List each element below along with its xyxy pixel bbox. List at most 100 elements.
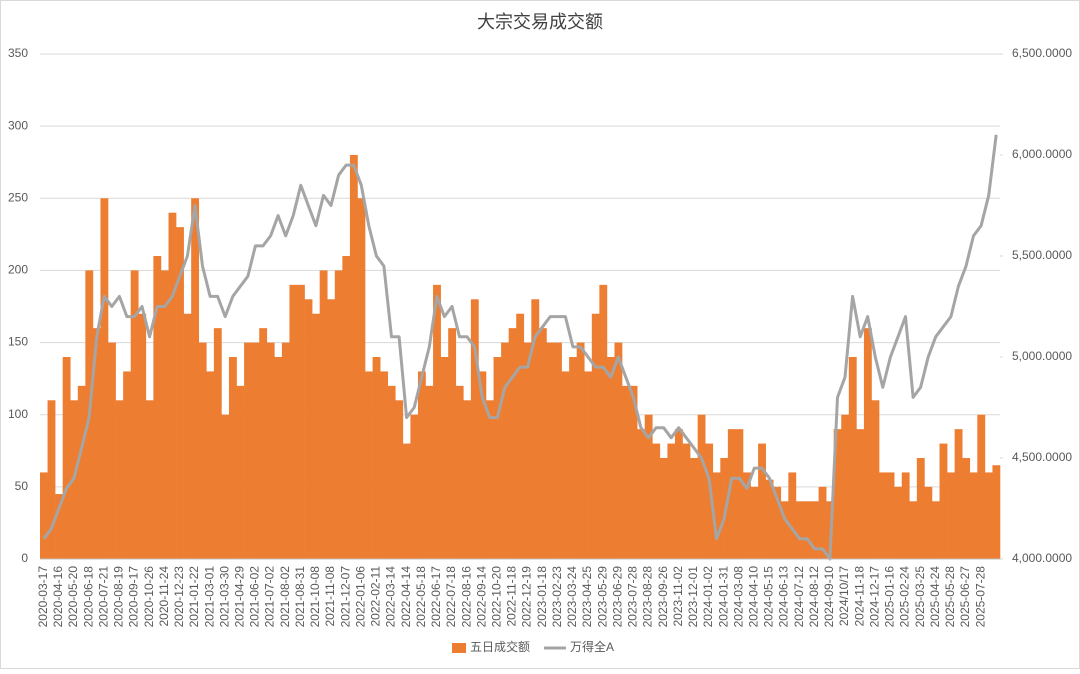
x-tick-label: 2020-07-21	[96, 566, 110, 628]
x-tick-label: 2020-04-16	[51, 566, 65, 628]
bar	[478, 371, 487, 559]
bar	[705, 443, 714, 559]
bar	[599, 284, 608, 559]
x-tick-label: 2023-12-01	[686, 566, 700, 628]
bar	[720, 458, 729, 559]
x-tick-label: 2020-09-17	[127, 566, 141, 628]
y2-tick-label: 5,000.0000	[1012, 349, 1072, 363]
bar	[508, 328, 517, 559]
bar	[538, 328, 547, 559]
x-tick-label: 2022-05-18	[414, 566, 428, 628]
bar	[470, 299, 479, 559]
x-tick-label: 2024-11-18	[852, 566, 866, 627]
bar	[342, 256, 351, 559]
y-tick-label: 300	[8, 118, 28, 132]
bar	[561, 371, 570, 559]
bar	[349, 155, 358, 559]
x-tick-label: 2020-11-24	[157, 566, 171, 627]
bar	[622, 385, 630, 559]
bar	[228, 357, 237, 559]
x-tick-label: 2021-07-02	[263, 566, 277, 628]
bar	[712, 472, 721, 559]
bar	[493, 357, 502, 559]
legend-swatch	[452, 643, 466, 653]
bar	[652, 443, 661, 559]
bar	[395, 400, 404, 559]
bar	[962, 458, 971, 559]
bar	[879, 472, 887, 559]
bar	[387, 385, 396, 559]
bar	[62, 357, 71, 559]
bar	[55, 494, 63, 559]
x-tick-label: 2024-12-17	[867, 566, 881, 628]
bar	[780, 501, 789, 559]
bar	[448, 328, 457, 559]
x-tick-label: 2023-09-26	[656, 566, 670, 628]
x-tick-label: 2023-07-28	[626, 566, 640, 628]
x-tick-label: 2020-08-19	[112, 566, 126, 628]
chart-title: 大宗交易成交额	[477, 12, 603, 32]
x-tick-label: 2021-03-01	[202, 566, 216, 628]
bar	[123, 371, 132, 559]
x-tick-label: 2023-11-02	[671, 566, 685, 627]
bar	[546, 342, 555, 559]
bar	[531, 299, 540, 559]
bar	[100, 198, 109, 560]
bar	[115, 400, 124, 559]
x-tick-label: 2022-03-14	[384, 566, 398, 628]
bar	[236, 385, 245, 559]
x-tick-label: 2021-08-02	[278, 566, 292, 628]
x-tick-label: 2020-05-20	[66, 566, 80, 628]
y-tick-label: 0	[21, 551, 28, 565]
bar	[614, 342, 623, 559]
bar	[213, 328, 222, 559]
bar	[312, 313, 320, 559]
y2-tick-label: 4,000.0000	[1012, 551, 1072, 565]
bar	[765, 479, 774, 559]
x-tick-label: 2024-09-10	[822, 566, 836, 628]
bar	[130, 270, 139, 559]
bar	[697, 414, 706, 559]
bar	[674, 429, 683, 559]
bar	[191, 198, 200, 560]
bar	[909, 501, 918, 559]
x-tick-label: 2023-03-24	[565, 566, 579, 628]
bar	[176, 227, 184, 559]
bar	[856, 429, 865, 559]
x-tick-label: 2020-10-26	[142, 566, 156, 628]
x-tick-label: 2022-02-11	[369, 566, 383, 627]
x-tick-label: 2025-03-25	[913, 566, 927, 628]
line	[42, 134, 998, 561]
x-tick-label: 2023-05-29	[595, 566, 609, 628]
x-tick-label: 2021-04-29	[232, 566, 246, 628]
bar	[606, 357, 615, 559]
bar	[788, 472, 797, 559]
bar	[750, 486, 759, 559]
bar	[425, 385, 434, 559]
bar	[727, 429, 736, 559]
bar	[833, 429, 842, 559]
x-tick-label: 2022-06-17	[429, 566, 443, 628]
x-tick-label: 2023-06-29	[610, 566, 624, 628]
x-tick-label: 2022-01-06	[353, 566, 367, 628]
bar	[168, 212, 177, 559]
x-tick-label: 2025-01-16	[883, 566, 897, 628]
bar	[916, 458, 925, 559]
x-tick-label: 2025-06-27	[958, 566, 972, 628]
bar	[554, 342, 562, 559]
x-tick-label: 2021-01-22	[187, 566, 201, 628]
x-tick-label: 2022-08-16	[459, 566, 473, 628]
bar	[433, 284, 441, 559]
x-tick-label: 2022-04-14	[399, 566, 413, 628]
bar	[863, 328, 872, 559]
bar	[221, 414, 230, 559]
bar	[455, 385, 464, 559]
x-tick-label: 2024-03-08	[731, 566, 745, 628]
legend-label: 万得全A	[570, 639, 614, 654]
bar	[281, 342, 290, 559]
bar	[644, 414, 653, 559]
bar	[818, 486, 827, 559]
bar	[274, 357, 283, 559]
y-tick-label: 200	[8, 263, 28, 277]
